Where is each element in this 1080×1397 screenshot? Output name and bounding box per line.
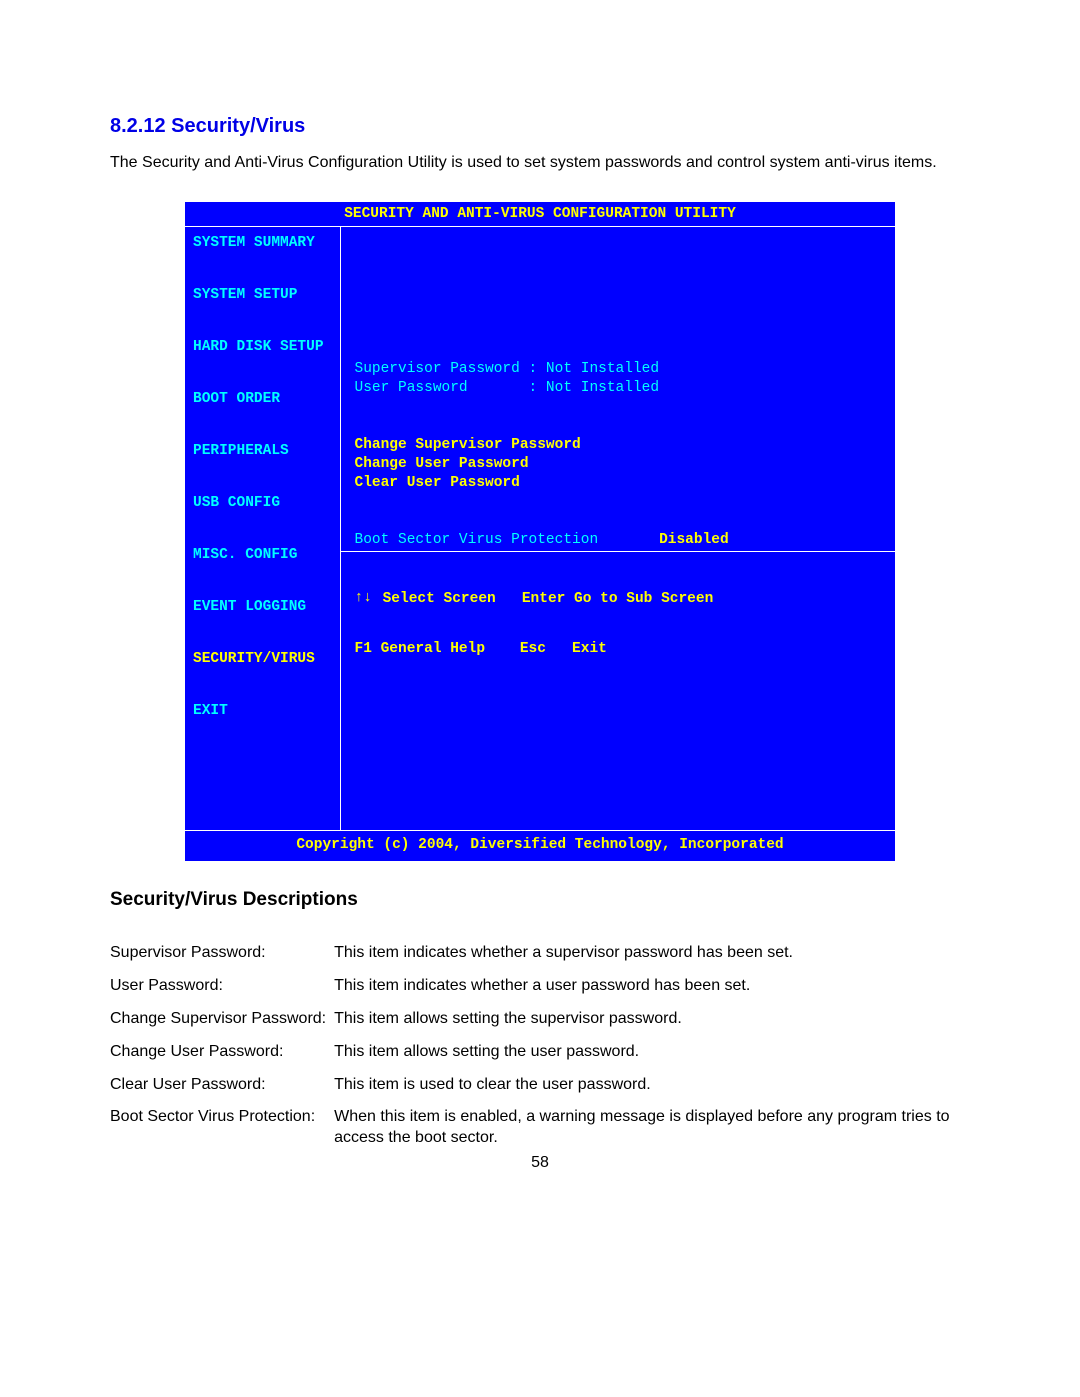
sidebar-item-misc-config[interactable]: MISC. CONFIG <box>185 539 340 591</box>
desc-term: Change Supervisor Password: <box>110 1009 334 1042</box>
bios-help-bar: ↑↓ Select Screen Enter Go to Sub Screen … <box>341 551 896 831</box>
change-supervisor-password[interactable]: Change Supervisor Password <box>355 437 888 453</box>
sidebar-item-system-setup[interactable]: SYSTEM SETUP <box>185 279 340 331</box>
table-row: Boot Sector Virus Protection: When this … <box>110 1107 970 1161</box>
desc-def: This item allows setting the supervisor … <box>334 1009 970 1042</box>
sidebar-item-event-logging[interactable]: EVENT LOGGING <box>185 591 340 643</box>
table-row: Clear User Password: This item is used t… <box>110 1075 970 1108</box>
boot-sector-label: Boot Sector Virus Protection <box>355 532 599 548</box>
descriptions-heading: Security/Virus Descriptions <box>110 889 970 911</box>
arrows-icon: ↑↓ <box>355 590 372 606</box>
sidebar-item-system-summary[interactable]: SYSTEM SUMMARY <box>185 227 340 279</box>
desc-def: When this item is enabled, a warning mes… <box>334 1107 970 1161</box>
sidebar-item-usb-config[interactable]: USB CONFIG <box>185 487 340 539</box>
desc-def: This item indicates whether a supervisor… <box>334 943 970 976</box>
help-f1: F1 General Help <box>355 641 486 657</box>
help-select-screen: Select Screen <box>374 590 496 606</box>
user-password-status: User Password : Not Installed <box>355 380 888 396</box>
bios-main: Supervisor Password : Not Installed User… <box>340 226 895 831</box>
sidebar-item-security-virus[interactable]: SECURITY/VIRUS <box>185 643 340 695</box>
page-number: 58 <box>0 1154 1080 1172</box>
bios-screen: SECURITY AND ANTI-VIRUS CONFIGURATION UT… <box>185 202 895 862</box>
clear-user-password[interactable]: Clear User Password <box>355 475 888 491</box>
supervisor-password-status: Supervisor Password : Not Installed <box>355 361 888 377</box>
desc-def: This item is used to clear the user pass… <box>334 1075 970 1108</box>
section-intro: The Security and Anti-Virus Configuratio… <box>110 152 970 174</box>
desc-term: User Password: <box>110 976 334 1009</box>
boot-sector-value: Disabled <box>659 532 729 548</box>
desc-term: Boot Sector Virus Protection: <box>110 1107 334 1161</box>
section-heading: 8.2.12 Security/Virus <box>110 115 970 138</box>
sidebar-item-peripherals[interactable]: PERIPHERALS <box>185 435 340 487</box>
change-user-password[interactable]: Change User Password <box>355 456 888 472</box>
bios-sidebar: SYSTEM SUMMARY SYSTEM SETUP HARD DISK SE… <box>185 226 340 831</box>
desc-term: Change User Password: <box>110 1042 334 1075</box>
desc-term: Clear User Password: <box>110 1075 334 1108</box>
desc-term: Supervisor Password: <box>110 943 334 976</box>
sidebar-item-boot-order[interactable]: BOOT ORDER <box>185 383 340 435</box>
bios-title: SECURITY AND ANTI-VIRUS CONFIGURATION UT… <box>185 202 895 227</box>
desc-def: This item indicates whether a user passw… <box>334 976 970 1009</box>
table-row: User Password: This item indicates wheth… <box>110 976 970 1009</box>
table-row: Supervisor Password: This item indicates… <box>110 943 970 976</box>
sidebar-item-exit[interactable]: EXIT <box>185 695 340 727</box>
descriptions-table: Supervisor Password: This item indicates… <box>110 943 970 1161</box>
table-row: Change User Password: This item allows s… <box>110 1042 970 1075</box>
help-enter-sub: Enter Go to Sub Screen <box>522 590 713 606</box>
sidebar-item-hard-disk-setup[interactable]: HARD DISK SETUP <box>185 331 340 383</box>
help-esc: Esc Exit <box>520 641 607 657</box>
bios-footer: Copyright (c) 2004, Diversified Technolo… <box>185 831 895 862</box>
table-row: Change Supervisor Password: This item al… <box>110 1009 970 1042</box>
boot-sector-row[interactable]: Boot Sector Virus Protection Disabled <box>355 532 888 548</box>
desc-def: This item allows setting the user passwo… <box>334 1042 970 1075</box>
